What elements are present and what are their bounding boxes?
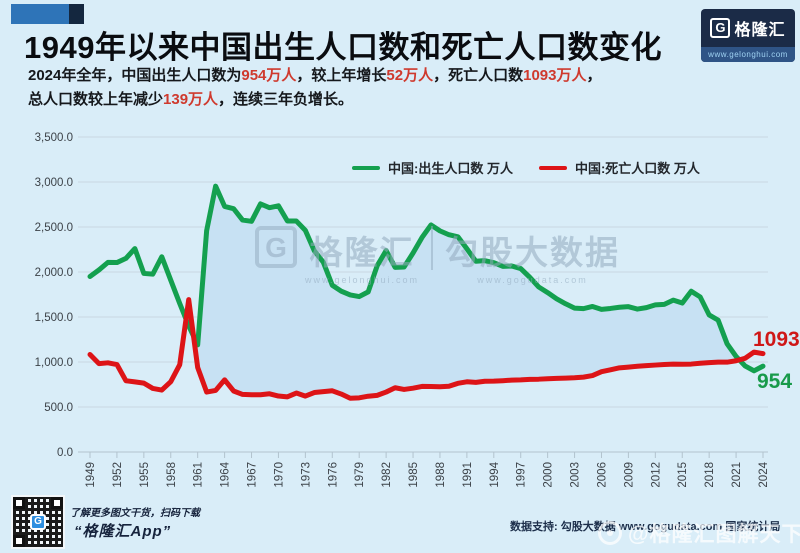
x-axis-tick-label: 1991 <box>462 462 474 488</box>
x-axis-tick-label: 1949 <box>85 462 97 488</box>
x-axis-tick-label: 1952 <box>112 462 124 488</box>
subtitle-text: ，较上年增长 <box>296 67 387 84</box>
x-axis-tick-label: 1973 <box>300 462 312 488</box>
gelonghui-logo: G 格隆汇 www.gelonghui.com <box>701 9 795 62</box>
footer-app-name: “格隆汇App” <box>74 523 172 540</box>
y-axis-tick-label: 2,500.0 <box>35 222 73 234</box>
subtitle-text: ， <box>586 67 602 84</box>
fill-between-area <box>197 186 737 399</box>
x-axis-tick-label: 2021 <box>731 462 743 488</box>
x-axis-tick-label: 1982 <box>381 462 393 488</box>
x-axis-tick-label: 1997 <box>516 462 528 488</box>
death-series-swatch <box>538 165 567 170</box>
x-axis-tick-label: 2012 <box>650 462 662 488</box>
gelonghui-g-icon: G <box>710 18 731 38</box>
logo-brand-name: 格隆汇 <box>734 22 786 39</box>
x-axis-tick-label: 2015 <box>677 462 689 488</box>
birth-end-value: 954 <box>757 370 793 393</box>
page-title: 1949年以来中国出生人口数和死亡人口数变化 <box>24 30 662 65</box>
x-axis-tick-label: 2018 <box>704 462 716 488</box>
subtitle-text: 总人口数较上年减少 <box>28 91 164 108</box>
x-axis-tick-label: 1970 <box>273 462 285 488</box>
death-series-label: 中国:死亡人口数 万人 <box>574 161 700 176</box>
x-axis-tick-label: 1979 <box>354 462 366 488</box>
header-deco-blue <box>11 4 69 24</box>
x-axis-tick-label: 1958 <box>166 462 178 488</box>
x-axis-tick-label: 1994 <box>489 461 501 487</box>
birth-series-label: 中国:出生人口数 万人 <box>388 161 513 176</box>
header-deco-navy <box>69 4 84 24</box>
x-axis-tick-label: 2000 <box>543 462 555 488</box>
death-end-value: 1093 <box>753 328 800 351</box>
qr-center-logo: G <box>30 514 46 530</box>
y-axis-tick-label: 500.0 <box>44 402 73 414</box>
chart-svg: 0.0 500.0 1,000.0 1,500.0 2,000.0 2,500.0 3,00… <box>35 132 770 488</box>
y-axis-tick-label: 2,000.0 <box>35 267 73 279</box>
chart-subtitle: 2024年全年，中国出生人口数为954万人，较上年增长52万人，死亡人口数109… <box>28 64 748 112</box>
subtitle-text: 2024年全年，中国出生人口数为 <box>28 67 242 84</box>
birth-line <box>87 183 766 374</box>
chart-legend: 中国:出生人口数 万人 中国:死亡人口数 万人 <box>352 158 700 177</box>
x-axis-tick-label: 1967 <box>247 462 259 488</box>
qr-eye-icon <box>13 535 25 547</box>
y-axis-tick-label: 3,500.0 <box>35 132 73 144</box>
x-axis-tick-label: 1964 <box>220 461 232 487</box>
x-axis-tick-label: 2003 <box>570 462 582 488</box>
birth-series-swatch <box>352 165 380 170</box>
subtitle-highlight-births: 954万人 <box>241 67 297 84</box>
x-axis-tick-label: 1961 <box>193 462 205 488</box>
qr-eye-icon <box>51 497 63 509</box>
subtitle-highlight-deaths: 1093万人 <box>523 67 587 84</box>
x-axis-tick-label: 1976 <box>327 462 339 488</box>
x-axis-tick-label: 2024 <box>758 461 770 487</box>
x-axis-tick-label: 2009 <box>623 462 635 488</box>
x-axis-tick-label: 1955 <box>139 462 151 488</box>
qr-eye-icon <box>13 497 25 509</box>
x-axis-tick-label: 1985 <box>408 462 420 488</box>
y-axis-tick-label: 0.0 <box>57 447 73 459</box>
line-chart: 0.0 500.0 1,000.0 1,500.0 2,000.0 2,500.0 3,00… <box>0 120 800 505</box>
qr-code: G <box>11 495 65 549</box>
death-line <box>87 297 766 401</box>
x-axis-tick-label: 2006 <box>596 462 608 488</box>
subtitle-highlight-decline: 139万人 <box>163 91 219 108</box>
footer-data-source: 数据支持: 勾股大数据 www.gogudata.com 国家统计局 <box>510 521 781 533</box>
subtitle-text: ，连续三年负增长。 <box>218 91 354 108</box>
y-axis-tick-label: 3,000.0 <box>35 177 73 189</box>
y-axis-tick-label: 1,500.0 <box>35 312 73 324</box>
logo-url: www.gelonghui.com <box>701 47 795 62</box>
x-axis-tick-label: 1988 <box>435 462 447 488</box>
subtitle-text: ，死亡人口数 <box>433 67 524 84</box>
subtitle-highlight-growth: 52万人 <box>386 67 434 84</box>
y-axis-tick-label: 1,000.0 <box>35 357 73 369</box>
footer-download-tip: 了解更多图文干货，扫码下载 <box>70 508 200 519</box>
